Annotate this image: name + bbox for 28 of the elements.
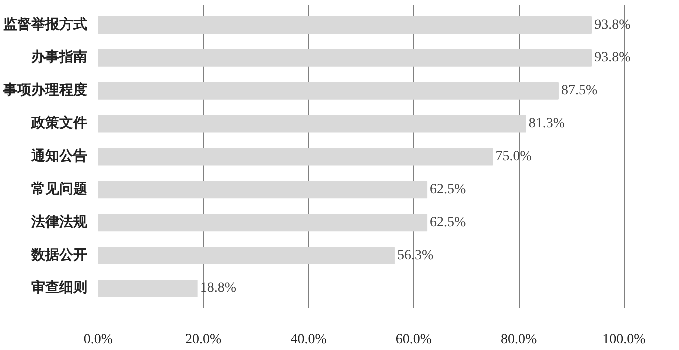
bar (98, 16, 592, 34)
bar (98, 148, 494, 166)
x-tick-label: 20.0% (186, 332, 222, 348)
bar (98, 247, 395, 265)
bar (98, 115, 526, 133)
x-tick-label: 40.0% (290, 332, 328, 348)
y-tick-label: 法律法规 (30, 214, 88, 230)
y-tick-label: 通知公告 (30, 148, 88, 164)
y-tick-label: 办事指南 (30, 50, 88, 66)
bar (98, 214, 428, 232)
x-tick-label: 100.0% (602, 332, 646, 348)
bar (98, 82, 559, 100)
data-label: 81.3% (528, 116, 566, 132)
y-tick-label: 数据公开 (30, 247, 88, 264)
y-tick-label: 常见问题 (32, 181, 88, 198)
bar (98, 49, 592, 67)
data-label: 87.5% (561, 84, 598, 99)
y-tick-label: 监督举报方式 (4, 16, 88, 33)
x-tick-label: 80.0% (500, 332, 538, 348)
bar (98, 280, 198, 298)
x-tick-label: 60.0% (396, 332, 432, 348)
y-tick-label: 政策文件 (30, 114, 88, 132)
y-tick-label: 审查细则 (32, 279, 88, 296)
data-label: 62.5% (430, 215, 467, 230)
y-tick-label: 事项办理程度 (2, 82, 88, 99)
data-label: 62.5% (430, 182, 467, 198)
x-tick-label: 0.0% (84, 332, 114, 348)
bar (98, 181, 428, 199)
